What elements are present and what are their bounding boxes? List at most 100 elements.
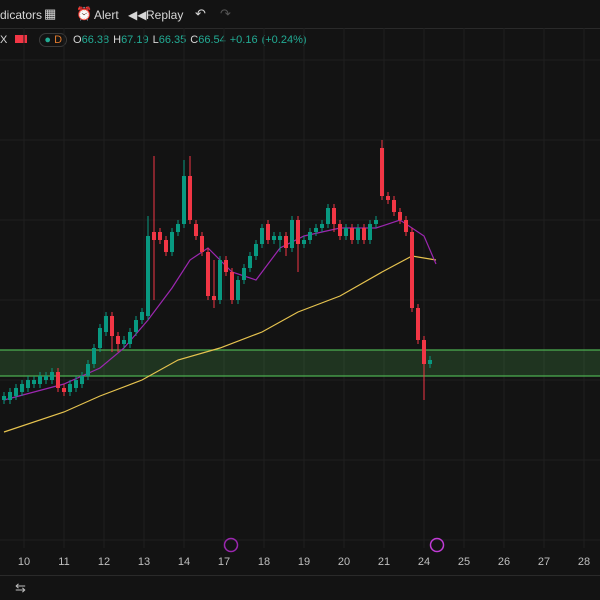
- candle-body: [110, 316, 114, 336]
- replay-icon[interactable]: ◀◀: [128, 8, 147, 22]
- date-label: 12: [98, 556, 110, 568]
- candle-body: [428, 360, 432, 364]
- candle-body: [380, 148, 384, 196]
- candle-body: [230, 272, 234, 300]
- date-label: 27: [538, 556, 550, 568]
- undo-button[interactable]: ↶: [195, 6, 206, 21]
- candle-body: [422, 340, 426, 364]
- candle-body: [164, 240, 168, 252]
- ohlc-value: 67.19: [121, 34, 149, 46]
- candle-body: [152, 232, 156, 240]
- date-range-button[interactable]: ⇆: [15, 580, 26, 595]
- candle-body: [38, 376, 42, 384]
- candle-body: [20, 384, 24, 392]
- candle-body: [344, 228, 348, 236]
- candle-body: [188, 176, 192, 220]
- toolbar: dicators ▦ ⏰ Alert ◀◀ Replay ↶ ↷: [0, 0, 600, 29]
- candle-body: [224, 260, 228, 272]
- bottom-bar: ⇆: [0, 575, 600, 600]
- candle-body: [410, 232, 414, 308]
- interval: ● D: [39, 33, 68, 47]
- ohlc-items: O66.38 H67.19 L66.35 C66.54: [73, 34, 230, 46]
- candle-body: [218, 260, 222, 300]
- candle-body: [56, 372, 60, 388]
- candle-body: [44, 376, 48, 380]
- chart: 10 11 12 13 14 17 18 19 20 21 24 25 26 27 28: [0, 28, 600, 568]
- candle-body: [338, 224, 342, 236]
- candle-body: [326, 208, 330, 224]
- candle-body: [284, 236, 288, 248]
- date-label: 26: [498, 556, 510, 568]
- candle-body: [260, 228, 264, 244]
- candle-body: [116, 336, 120, 344]
- candle-body: [2, 396, 6, 400]
- candle-body: [350, 228, 354, 240]
- candle-body: [176, 224, 180, 232]
- layout-icon[interactable]: ▦: [44, 6, 57, 21]
- ohlc-label: L: [152, 34, 159, 46]
- ohlc-value: 66.38: [81, 34, 110, 46]
- candle-body: [416, 308, 420, 340]
- alert-icon[interactable]: ⏰: [76, 6, 93, 21]
- change-pct: (+0.24%): [261, 34, 307, 46]
- candle-body: [32, 380, 36, 384]
- indicators-button[interactable]: dicators: [0, 8, 43, 22]
- candle-body: [362, 228, 366, 240]
- candle-body: [368, 224, 372, 240]
- candle-body: [158, 232, 162, 240]
- candle-body: [302, 240, 306, 244]
- date-label: 19: [298, 556, 310, 568]
- candle-body: [50, 372, 54, 380]
- ohlc-label: C: [190, 34, 199, 46]
- zone: [0, 350, 600, 376]
- ohlc-value: 66.35: [158, 34, 187, 46]
- candle-body: [200, 236, 204, 252]
- date-label: 13: [138, 556, 150, 568]
- event-icon: [223, 537, 239, 553]
- candle-body: [290, 220, 294, 248]
- candle-body: [278, 236, 282, 240]
- candle-body: [404, 220, 408, 232]
- date-label: 24: [418, 556, 430, 568]
- candle-body: [242, 268, 246, 280]
- event-icon: [429, 537, 445, 553]
- candle-body: [14, 388, 18, 396]
- flag: [15, 35, 28, 43]
- candle-body: [386, 196, 390, 200]
- alert-button[interactable]: Alert: [94, 8, 119, 22]
- candle-body: [398, 212, 402, 220]
- redo-button[interactable]: ↷: [220, 6, 231, 21]
- candle-body: [62, 388, 66, 392]
- candle-body: [392, 200, 396, 212]
- candle-body: [86, 364, 90, 376]
- candle-body: [314, 228, 318, 232]
- date-label: 10: [18, 556, 30, 568]
- change: +0.16: [229, 34, 258, 46]
- candle-body: [74, 380, 78, 388]
- date-label: 17: [218, 556, 230, 568]
- date-label: 28: [578, 556, 590, 568]
- candle-body: [182, 176, 186, 224]
- candle-body: [122, 340, 126, 344]
- ohlc-label: H: [113, 34, 122, 46]
- candle-body: [8, 392, 12, 400]
- candle-body: [272, 236, 276, 240]
- date-label: 25: [458, 556, 470, 568]
- candle-body: [332, 208, 336, 224]
- replay-button[interactable]: Replay: [146, 8, 184, 22]
- date-label: 20: [338, 556, 350, 568]
- candle-body: [170, 232, 174, 252]
- candle-body: [134, 320, 138, 332]
- ohlc-label: O: [73, 34, 82, 46]
- candle-body: [248, 256, 252, 268]
- candle-body: [92, 348, 96, 364]
- candle-body: [296, 220, 300, 244]
- symbol: X: [0, 34, 8, 46]
- candle-body: [206, 252, 210, 296]
- date-label: 14: [178, 556, 190, 568]
- candle-body: [266, 224, 270, 240]
- candle-body: [80, 376, 84, 384]
- candle-body: [140, 312, 144, 320]
- moving-average: [3, 255, 437, 433]
